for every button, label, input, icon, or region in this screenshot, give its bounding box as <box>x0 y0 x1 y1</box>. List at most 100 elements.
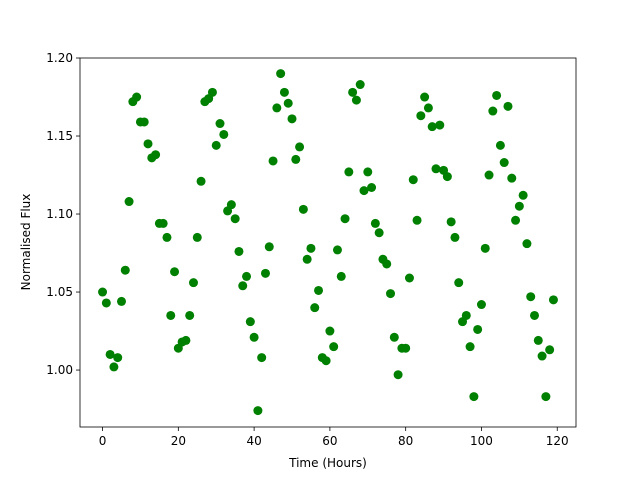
point <box>295 142 305 152</box>
point <box>507 173 517 183</box>
point <box>359 186 369 196</box>
point <box>279 87 289 97</box>
point <box>192 232 202 242</box>
point <box>249 332 259 342</box>
point <box>245 317 255 327</box>
point <box>545 345 555 355</box>
point <box>185 310 195 320</box>
y-tick-label: 1.15 <box>46 129 73 143</box>
x-tick-label: 80 <box>398 434 413 448</box>
point <box>158 218 168 228</box>
point <box>450 232 460 242</box>
point <box>116 296 126 306</box>
point <box>143 139 153 149</box>
point <box>548 295 558 305</box>
x-axis-label: Time (Hours) <box>288 456 367 470</box>
point <box>530 310 540 320</box>
point <box>454 278 464 288</box>
point <box>124 197 134 207</box>
point <box>427 122 437 132</box>
y-tick-label: 1.10 <box>46 207 73 221</box>
point <box>332 245 342 255</box>
point <box>340 214 350 224</box>
point <box>302 254 312 264</box>
point <box>181 335 191 345</box>
point <box>393 370 403 380</box>
point <box>310 303 320 313</box>
point <box>492 90 502 100</box>
point <box>291 154 301 164</box>
x-tick-label: 60 <box>322 434 337 448</box>
point <box>283 98 293 108</box>
point <box>101 298 111 308</box>
point <box>461 310 471 320</box>
point <box>336 271 346 281</box>
point <box>287 114 297 124</box>
point <box>355 80 365 90</box>
point <box>537 351 547 361</box>
plot-frame <box>79 57 577 428</box>
point <box>260 268 270 278</box>
point <box>234 246 244 256</box>
point <box>522 239 532 249</box>
point <box>488 106 498 116</box>
point <box>276 69 286 79</box>
point <box>207 87 217 97</box>
point <box>272 103 282 113</box>
point <box>166 310 176 320</box>
point <box>518 190 528 200</box>
point <box>416 111 426 121</box>
point <box>132 92 142 102</box>
y-tick-label: 1.20 <box>46 51 73 65</box>
point <box>367 183 377 193</box>
point <box>473 324 483 334</box>
point <box>105 349 115 359</box>
point <box>170 267 180 277</box>
point <box>389 332 399 342</box>
x-tick-label: 20 <box>171 434 186 448</box>
point <box>196 176 206 186</box>
point <box>363 167 373 177</box>
point <box>257 353 267 363</box>
point <box>253 406 263 416</box>
y-tick-label: 1.05 <box>46 285 73 299</box>
point <box>215 119 225 129</box>
point <box>442 172 452 182</box>
point <box>298 204 308 214</box>
point <box>435 120 445 130</box>
point <box>109 362 119 372</box>
point <box>408 175 418 185</box>
point <box>499 158 509 168</box>
point <box>226 200 236 210</box>
point <box>162 232 172 242</box>
point <box>219 129 229 139</box>
point <box>514 201 524 211</box>
point <box>401 343 411 353</box>
point <box>423 103 433 113</box>
x-tick-label: 0 <box>99 434 107 448</box>
x-tick-label: 120 <box>546 434 569 448</box>
point <box>495 140 505 150</box>
point <box>113 353 123 363</box>
point <box>344 167 354 177</box>
point <box>370 218 380 228</box>
point <box>404 273 414 283</box>
point <box>306 243 316 253</box>
point <box>98 287 108 297</box>
point <box>465 342 475 352</box>
point <box>503 101 513 111</box>
point <box>431 164 441 174</box>
point <box>264 242 274 252</box>
point <box>120 265 130 275</box>
y-axis-label: Normalised Flux <box>19 194 33 291</box>
point <box>314 285 324 295</box>
point <box>211 140 221 150</box>
point <box>329 342 339 352</box>
point <box>151 150 161 160</box>
point <box>139 117 149 127</box>
point <box>382 259 392 269</box>
point <box>374 228 384 238</box>
point <box>480 243 490 253</box>
point <box>242 271 252 281</box>
